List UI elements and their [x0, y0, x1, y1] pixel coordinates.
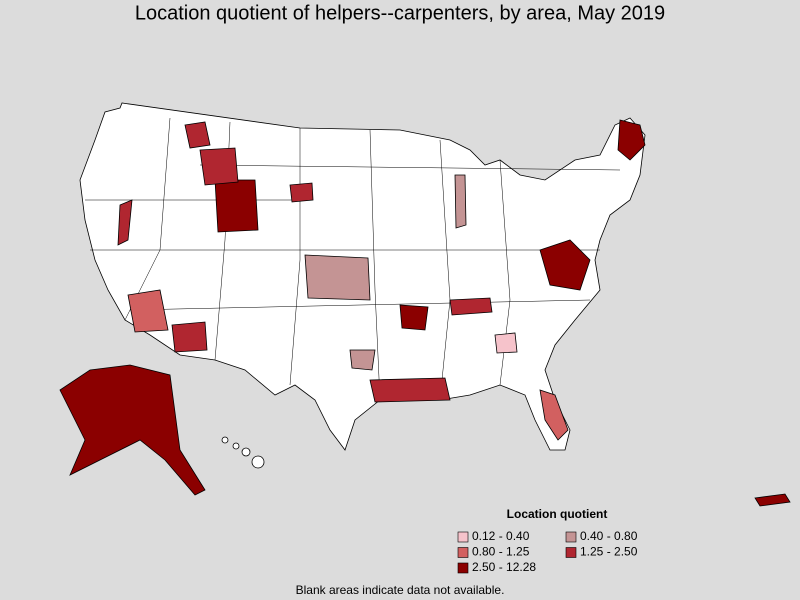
- legend-label: 1.25 - 2.50: [580, 545, 638, 559]
- legend: Location quotient 0.12 - 0.40 0.40 - 0.80…: [457, 507, 638, 574]
- region: [399, 304, 429, 331]
- legend-label: 0.12 - 0.40: [472, 529, 530, 543]
- footnote: Blank areas indicate data not available.: [296, 583, 505, 597]
- puerto-rico: [754, 493, 791, 507]
- legend-label: 2.50 - 12.28: [472, 560, 536, 574]
- region: [171, 321, 208, 353]
- region: [117, 199, 133, 246]
- legend-title: Location quotient: [507, 507, 608, 521]
- alaska: [59, 364, 206, 496]
- legend-swatch: [457, 562, 469, 574]
- region: [454, 174, 467, 229]
- legend-swatch: [457, 547, 469, 558]
- region: [494, 332, 518, 354]
- region: [289, 182, 314, 203]
- region: [369, 377, 451, 403]
- legend-items: 0.12 - 0.40 0.40 - 0.80 0.80 - 1.25 1.25 - …: [457, 529, 638, 574]
- legend-label: 0.80 - 1.25: [472, 545, 530, 559]
- map: [59, 102, 791, 507]
- legend-swatch: [565, 547, 577, 558]
- state-lines: [85, 117, 621, 401]
- map-title: Location quotient of helpers--carpenters…: [135, 2, 665, 24]
- region: [449, 297, 493, 316]
- region: [304, 254, 371, 301]
- legend-label: 0.40 - 0.80: [580, 529, 638, 543]
- legend-swatch: [565, 531, 577, 543]
- region: [539, 389, 569, 441]
- region: [617, 119, 646, 161]
- region: [199, 147, 239, 186]
- hawaii: [221, 436, 265, 469]
- region: [184, 121, 211, 149]
- region: [349, 349, 376, 371]
- legend-swatch: [457, 531, 469, 543]
- region: [127, 289, 169, 333]
- region: [539, 239, 591, 291]
- region: [214, 179, 259, 233]
